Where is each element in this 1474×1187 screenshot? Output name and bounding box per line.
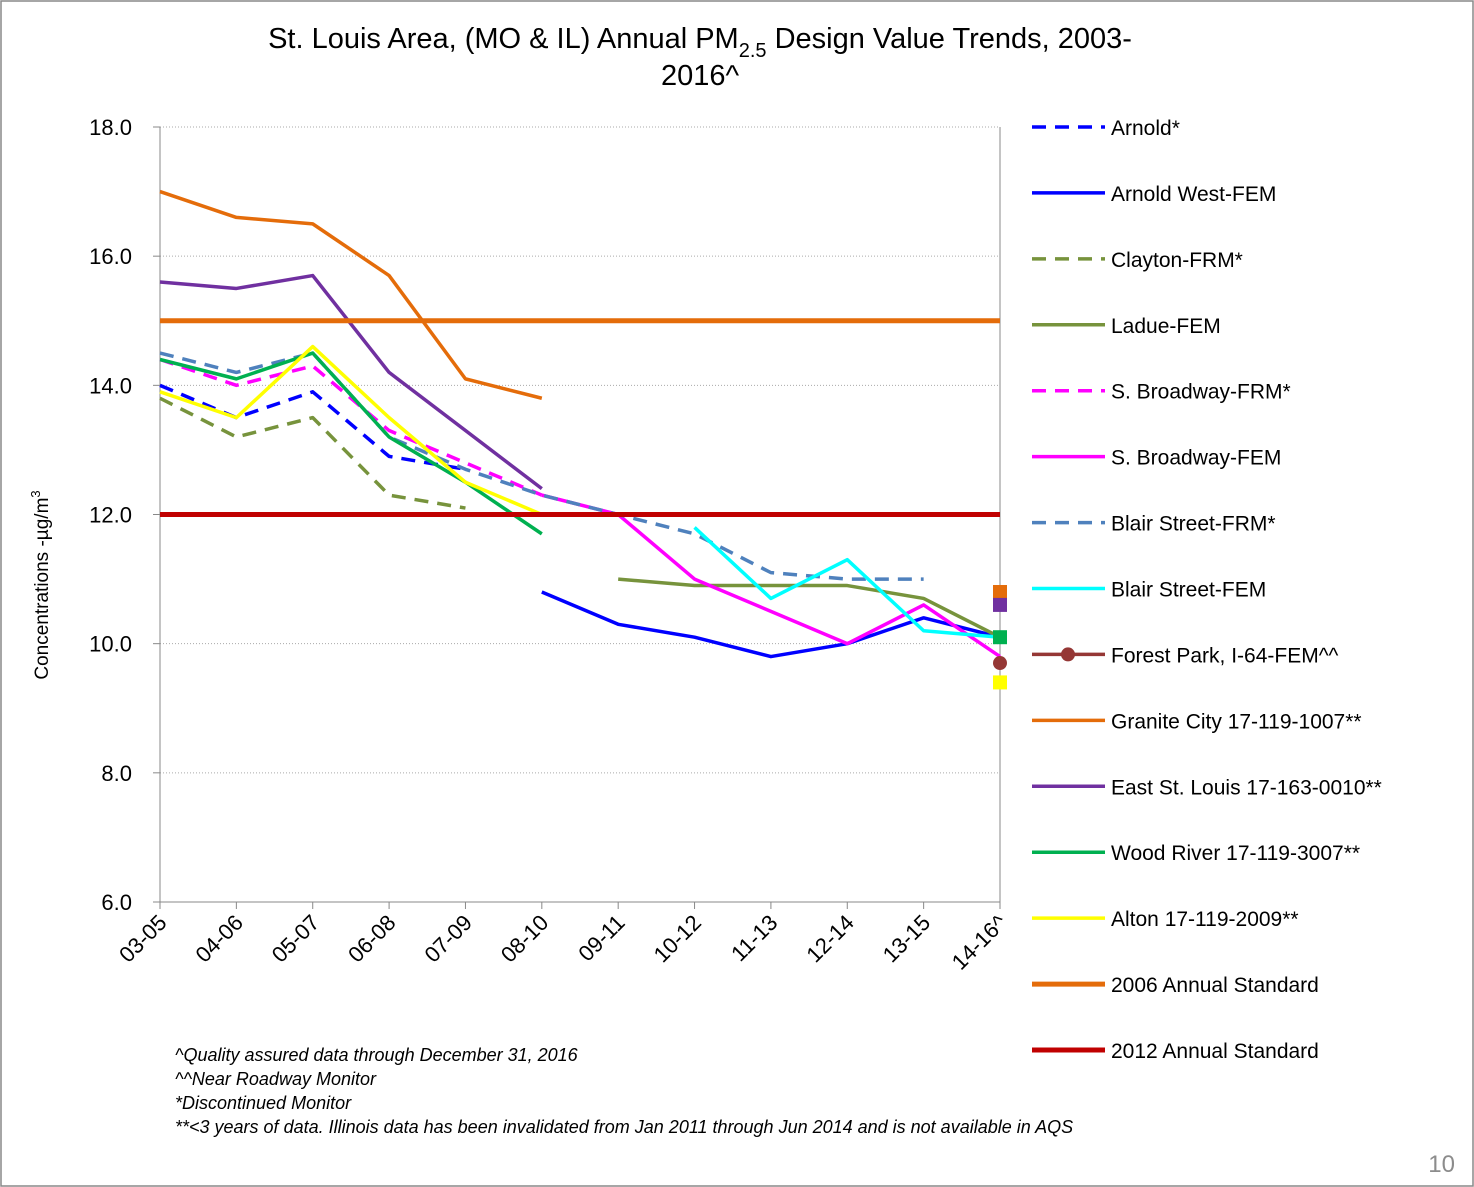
y-tick-label: 18.0	[89, 115, 132, 140]
y-tick-label: 10.0	[89, 632, 132, 657]
footnote: ^Quality assured data through December 3…	[175, 1045, 579, 1065]
footnote: *Discontinued Monitor	[175, 1093, 352, 1113]
series-line	[159, 357, 543, 497]
y-tick-label: 8.0	[101, 761, 132, 786]
title-subscript: 2.5	[739, 40, 767, 62]
legend-label: 2006 Annual Standard	[1111, 974, 1319, 997]
y-tick-label: 12.0	[89, 503, 132, 528]
legend-label: Granite City 17-119-1007**	[1111, 710, 1362, 733]
y-tick-label: 6.0	[101, 890, 132, 915]
legend-label: Blair Street-FRM*	[1111, 513, 1276, 536]
y-label-text: Concentrations -µg/m	[32, 498, 53, 680]
page-number: 10	[1428, 1151, 1455, 1178]
y-axis-label: Concentrations -µg/m3	[28, 490, 53, 679]
data-point	[993, 597, 1007, 612]
legend-label: Forest Park, I-64-FEM^^	[1111, 644, 1339, 667]
legend-label: Clayton-FRM*	[1111, 249, 1243, 272]
series-line	[693, 526, 1001, 639]
legend-label: Arnold West-FEM	[1111, 183, 1276, 206]
data-point	[993, 675, 1007, 690]
legend-label: Blair Street-FEM	[1111, 579, 1266, 602]
series-line	[541, 590, 1001, 659]
y-label-superscript: 3	[28, 490, 43, 497]
chart-title: St. Louis Area, (MO & IL) Annual PM2.5 D…	[268, 23, 1132, 62]
legend-label: Wood River 17-119-3007**	[1111, 842, 1360, 865]
legend-label: Alton 17-119-2009**	[1111, 908, 1299, 931]
chart-title-line2: 2016^	[661, 60, 740, 92]
series-line	[618, 577, 1001, 639]
legend-marker	[1061, 647, 1075, 662]
footnote: ^^Near Roadway Monitor	[175, 1069, 377, 1089]
legend-label: 2012 Annual Standard	[1111, 1040, 1319, 1063]
data-point	[993, 585, 1007, 599]
y-tick-label: 16.0	[89, 244, 132, 269]
series-line	[159, 351, 924, 581]
legend-label: S. Broadway-FRM*	[1111, 381, 1291, 404]
y-tick-label: 14.0	[89, 373, 132, 398]
footnote: **<3 years of data. Illinois data has be…	[175, 1117, 1073, 1137]
data-point	[993, 630, 1007, 645]
title-text: Design Value Trends, 2003-	[767, 23, 1132, 55]
legend-label: Ladue-FEM	[1111, 315, 1221, 338]
legend-label: S. Broadway-FEM	[1111, 447, 1281, 470]
legend-label: Arnold*	[1111, 117, 1180, 140]
series-line	[159, 396, 466, 510]
title-text: St. Louis Area, (MO & IL) Annual PM	[268, 23, 739, 55]
legend-label: East St. Louis 17-163-0010**	[1111, 776, 1382, 799]
series-line	[159, 383, 466, 472]
data-point	[993, 656, 1007, 671]
